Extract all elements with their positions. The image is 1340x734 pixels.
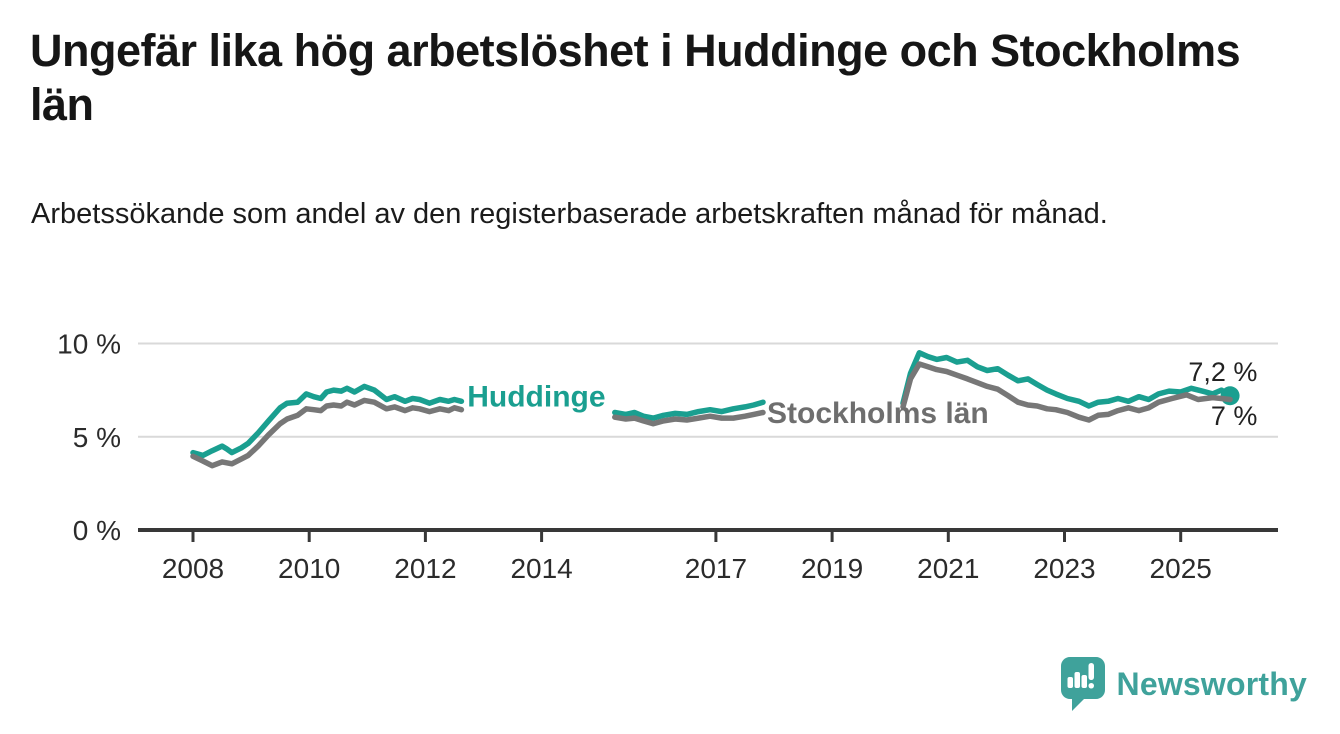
page-title-line: Ungefär lika hög arbetslöshet i Huddinge… (30, 25, 1241, 76)
y-tick-label: 5 % (73, 422, 121, 453)
y-tick-label: 0 % (73, 515, 121, 546)
x-tick-label: 2025 (1150, 553, 1212, 584)
x-tick-label: 2021 (917, 553, 979, 584)
series-inline-label: Stockholms län (767, 397, 989, 430)
x-tick-label: 2008 (162, 553, 224, 584)
x-tick-label: 2017 (685, 553, 747, 584)
newsworthy-logo[interactable]: Newsworthy (1060, 656, 1307, 712)
x-tick-label: 2014 (510, 553, 572, 584)
x-tick-label: 2012 (394, 553, 456, 584)
newsworthy-wordmark: Newsworthy (1116, 665, 1307, 702)
y-axis-labels: 0 % 5 % 10 % (57, 329, 121, 547)
series-inline-label: Huddinge (467, 381, 605, 414)
latest-value-label: 7 % (1211, 401, 1258, 431)
chart-subtitle: Arbetssökande som andel av den registerb… (31, 198, 1108, 230)
series-stockholms-l-n: Stockholms län 7 % (190, 361, 1258, 469)
x-tick-label: 2010 (278, 553, 340, 584)
page-title: Ungefär lika hög arbetslöshet i Huddinge… (30, 24, 1241, 132)
x-axis-labels: 2008 2010 2012 2014 2017 2019 2021 2023 2025 (162, 553, 1212, 584)
x-tick-label: 2023 (1033, 553, 1095, 584)
x-axis-ticks (191, 532, 1183, 542)
newsworthy-icon (1060, 657, 1105, 711)
y-tick-label: 10 % (57, 329, 121, 360)
line-chart: 0 %5 %10 %2008 2010 2012 2014 2017 2019 2021 20… (57, 329, 1278, 584)
x-tick-label: 2019 (801, 553, 863, 584)
series-huddinge: Huddinge 7,2 % (190, 350, 1257, 459)
latest-value-label: 7,2 % (1188, 357, 1257, 387)
page-title-line: län (30, 79, 94, 130)
gridlines (138, 342, 1278, 438)
